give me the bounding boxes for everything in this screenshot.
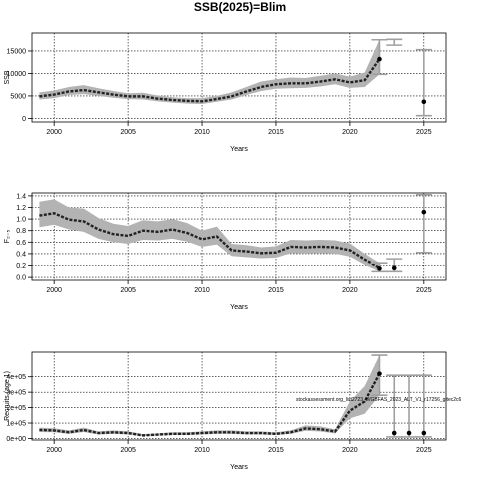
y-axis-title: Recruits (age 1) bbox=[4, 371, 11, 421]
confidence-band bbox=[39, 199, 380, 272]
y-tick-label: 0e+00 bbox=[6, 436, 26, 443]
x-tick-label: 2025 bbox=[416, 447, 432, 454]
x-tick-label: 2020 bbox=[342, 129, 358, 136]
x-axis-title: Years bbox=[230, 304, 248, 311]
plot-frame bbox=[31, 32, 447, 123]
y-tick-label: 0 bbox=[22, 116, 26, 123]
x-tick-label: 2010 bbox=[194, 447, 210, 454]
projection-point bbox=[377, 371, 382, 376]
x-tick-label: 2015 bbox=[268, 447, 284, 454]
x-tick-label: 2005 bbox=[120, 129, 136, 136]
y-axis-title: SSB bbox=[4, 70, 11, 84]
projection-point bbox=[377, 56, 382, 62]
y-tick-label: 4e+05 bbox=[6, 374, 26, 381]
y-tick-label: 1.2 bbox=[16, 205, 26, 212]
projection-point bbox=[421, 99, 427, 105]
watermark-annotation: stockassessment.org_list2723_WGBFAS_2023… bbox=[296, 397, 462, 403]
x-tick-label: 2000 bbox=[46, 129, 62, 136]
x-axis-title: Years bbox=[230, 464, 248, 471]
x-tick-label: 2025 bbox=[416, 129, 432, 136]
figure-title: SSB(2025)=Blim bbox=[194, 0, 286, 14]
x-tick-label: 2005 bbox=[120, 287, 136, 294]
plot-frame bbox=[31, 192, 447, 281]
panel-3: 2000 2005 2010 2015 2020 2025 0e+00 1e+05 2e+05 3… bbox=[4, 351, 462, 471]
x-tick-label: 2015 bbox=[268, 129, 284, 136]
y-tick-label: 1.0 bbox=[16, 217, 26, 224]
y-tick-label: 1.4 bbox=[16, 193, 26, 200]
x-tick-label: 2020 bbox=[342, 287, 358, 294]
y-tick-label: 0.2 bbox=[16, 263, 26, 270]
estimate-line bbox=[39, 373, 381, 437]
y-tick-label: 15000 bbox=[7, 48, 27, 55]
y-tick-label: 0.0 bbox=[16, 275, 26, 282]
x-tick-label: 2020 bbox=[342, 447, 358, 454]
projection-point bbox=[391, 430, 397, 436]
panels: 2000 2005 2010 2015 2020 2025 0 5000 10000 15000 Y… bbox=[4, 32, 462, 471]
plot-frame bbox=[31, 351, 447, 441]
y-tick-label: 0.6 bbox=[16, 240, 26, 247]
x-tick-label: 2015 bbox=[268, 287, 284, 294]
x-tick-label: 2005 bbox=[120, 447, 136, 454]
x-tick-label: 2000 bbox=[46, 287, 62, 294]
projection-point bbox=[421, 430, 427, 436]
estimate-line bbox=[39, 212, 381, 269]
y-tick-label: 0.8 bbox=[16, 228, 26, 235]
y-tick-label: 5000 bbox=[10, 93, 26, 100]
confidence-band bbox=[39, 355, 380, 437]
y-tick-label: 10000 bbox=[7, 71, 27, 78]
y-tick-label: 0.4 bbox=[16, 251, 26, 258]
projection-point bbox=[406, 430, 412, 436]
projection-point bbox=[377, 266, 382, 271]
y-tick-label: 3e+05 bbox=[6, 390, 26, 397]
y-tick-label: 2e+05 bbox=[6, 405, 26, 412]
panel-2: 2000 2005 2010 2015 2020 2025 0.0 0.2 0.4 0.6 0.8 1… bbox=[4, 192, 447, 311]
y-axis-title: F₂₋₅ bbox=[4, 230, 11, 244]
panel-1: 2000 2005 2010 2015 2020 2025 0 5000 10000 15000 Y… bbox=[4, 32, 447, 153]
projection-point bbox=[421, 209, 427, 215]
x-tick-label: 2010 bbox=[194, 129, 210, 136]
x-tick-label: 2000 bbox=[46, 447, 62, 454]
confidence-band bbox=[39, 39, 380, 105]
x-tick-label: 2010 bbox=[194, 287, 210, 294]
estimate-line bbox=[39, 58, 381, 103]
x-axis-title: Years bbox=[230, 146, 248, 153]
x-tick-label: 2025 bbox=[416, 287, 432, 294]
projection-point bbox=[391, 265, 397, 271]
y-tick-label: 1e+05 bbox=[6, 421, 26, 428]
